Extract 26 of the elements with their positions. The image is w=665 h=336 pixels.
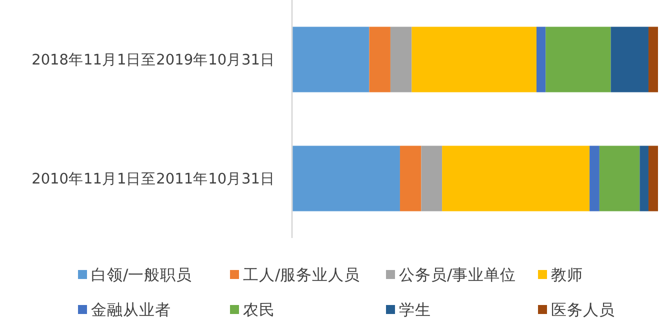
bar bbox=[648, 26, 658, 92]
y-tick-label: 2018年11月1日至2019年10月31日 bbox=[32, 52, 275, 68]
bar bbox=[610, 26, 648, 92]
bar bbox=[369, 26, 390, 92]
bar bbox=[292, 146, 400, 212]
bar bbox=[640, 146, 648, 212]
legend-label: 工人/服务业人员 bbox=[243, 266, 360, 284]
bar bbox=[400, 146, 422, 212]
bar bbox=[648, 146, 658, 212]
bar bbox=[412, 26, 536, 92]
bar bbox=[546, 26, 611, 92]
legend-label: 学生 bbox=[399, 301, 431, 319]
bar bbox=[292, 26, 370, 92]
legend-label: 教师 bbox=[551, 266, 583, 284]
legend-label: 公务员/事业单位 bbox=[399, 266, 516, 284]
bar bbox=[590, 146, 600, 212]
bar bbox=[599, 146, 640, 212]
legend-label: 医务人员 bbox=[551, 301, 615, 319]
bar bbox=[442, 146, 590, 212]
legend-label: 白领/一般职员 bbox=[91, 266, 192, 284]
y-tick-label: 2010年11月1日至2011年10月31日 bbox=[32, 170, 275, 188]
bar bbox=[536, 26, 546, 92]
legend-label: 农民 bbox=[243, 301, 275, 319]
bar bbox=[421, 146, 442, 212]
bar bbox=[390, 26, 412, 92]
legend-label: 金融从业者 bbox=[91, 301, 171, 319]
